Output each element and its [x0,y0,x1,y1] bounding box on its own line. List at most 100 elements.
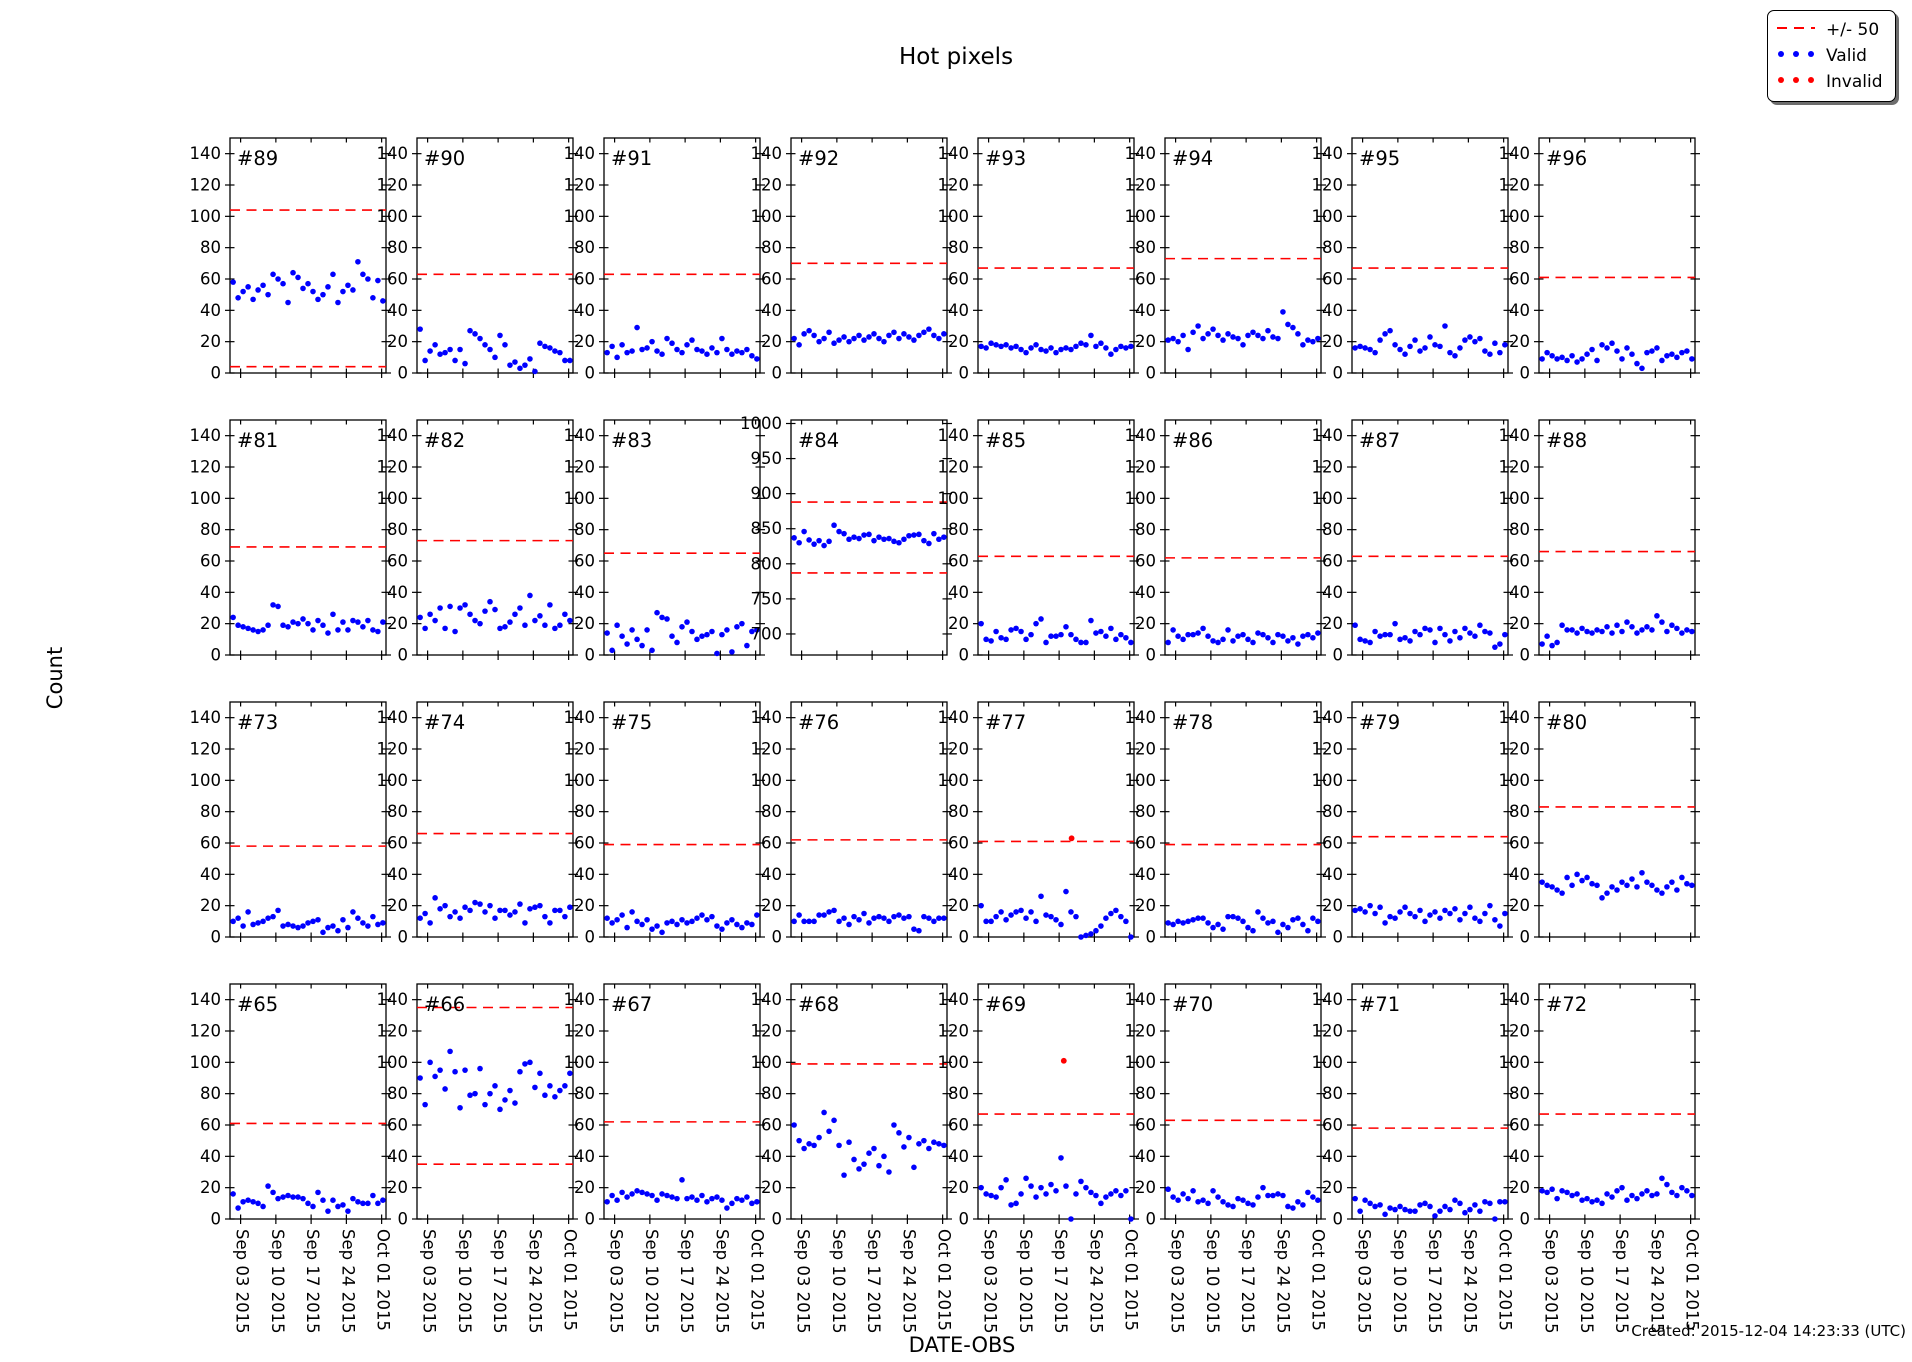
valid-point [1654,345,1660,351]
valid-point [442,625,448,632]
valid-point [567,357,573,364]
valid-point [1300,1202,1306,1208]
subplot-90: 0 20 40 60 80 100 120 140 #90 [377,137,578,383]
y-tick-label: 100 [1499,489,1531,508]
valid-point [1544,882,1550,889]
valid-point [1397,1203,1403,1210]
valid-point [1255,332,1261,339]
valid-point [649,926,655,932]
valid-point [941,534,947,540]
valid-point [427,920,433,926]
valid-point [467,327,473,334]
plot-frame [416,137,574,374]
subplot-id-label: #88 [1546,429,1587,452]
blue-dots-icon [1776,46,1816,66]
invalid-point [1068,835,1075,842]
plot-frame [416,983,574,1220]
valid-point [1417,348,1423,354]
valid-point [866,334,872,340]
valid-point [921,913,927,920]
valid-point [1554,639,1560,646]
valid-point [417,614,423,621]
y-tick-label: 0 [1520,646,1531,665]
y-tick-label: 100 [377,1053,409,1072]
y-tick-label: 0 [585,364,596,383]
valid-point [714,650,720,657]
valid-point [1170,1194,1176,1200]
valid-point [260,282,266,289]
valid-point [866,531,872,538]
valid-point [250,1198,256,1205]
valid-point [1684,880,1690,887]
valid-point [1447,910,1453,917]
subplot-80: 0 20 40 60 80 100 120 140 #80 [1499,701,1700,947]
y-tick-label: 80 [1135,520,1156,539]
valid-point [1502,1198,1508,1205]
valid-point [639,1189,645,1196]
valid-point [891,1122,897,1128]
valid-point [1305,337,1311,343]
y-tick-label: 40 [1135,865,1156,884]
valid-point [851,1156,857,1163]
valid-point [532,368,538,375]
valid-point [1098,340,1104,347]
valid-point [1689,1192,1695,1199]
valid-point [1028,345,1034,351]
y-tick-label: 20 [1322,1178,1343,1197]
valid-point [724,920,730,926]
valid-point [1205,331,1211,337]
valid-point [1118,913,1124,920]
x-tick-label: Sep 03 2015 [794,1229,813,1334]
valid-point [664,1192,670,1199]
y-tick-label: 80 [200,520,221,539]
valid-point [744,346,750,353]
y-tick-label: 40 [948,865,969,884]
y-tick-label: 60 [761,834,782,853]
valid-point [978,343,984,350]
y-tick-label: 120 [564,740,596,759]
y-tick-label: 80 [761,1084,782,1103]
valid-point [325,924,331,931]
x-tick-label: Sep 03 2015 [1355,1229,1374,1334]
valid-point [1113,346,1119,353]
valid-point [1215,921,1221,928]
valid-point [1649,627,1655,633]
valid-point [1123,1188,1129,1194]
valid-point [1043,912,1049,918]
valid-point [457,605,463,611]
valid-point [861,337,867,343]
valid-point [487,1090,493,1097]
valid-point [714,349,720,356]
valid-point [1467,334,1473,340]
valid-point [427,1059,433,1066]
valid-point [801,331,807,337]
valid-point [1569,627,1575,633]
valid-point [1275,631,1281,638]
valid-point [482,1101,488,1108]
plot-frame [229,137,387,374]
valid-point [754,627,760,633]
valid-point [1013,625,1019,632]
valid-point [739,1197,745,1203]
valid-point [988,918,994,925]
valid-point [1659,619,1665,625]
y-tick-label: 120 [1125,740,1157,759]
y-tick-label: 0 [959,646,970,665]
valid-point [1402,1206,1408,1213]
valid-point [290,1194,296,1200]
valid-point [1175,918,1181,925]
valid-point [255,628,261,635]
plot-frame [1538,419,1696,656]
valid-point [1579,877,1585,884]
y-tick-label: 140 [377,144,409,163]
valid-point [340,619,346,625]
valid-point [340,1202,346,1208]
y-tick-label: 20 [1322,896,1343,915]
valid-point [881,1153,887,1160]
valid-point [1604,624,1610,630]
valid-point [866,1150,872,1156]
legend-entry-valid: Valid [1776,43,1883,69]
y-tick-label: 80 [1135,1084,1156,1103]
valid-point [517,605,523,611]
